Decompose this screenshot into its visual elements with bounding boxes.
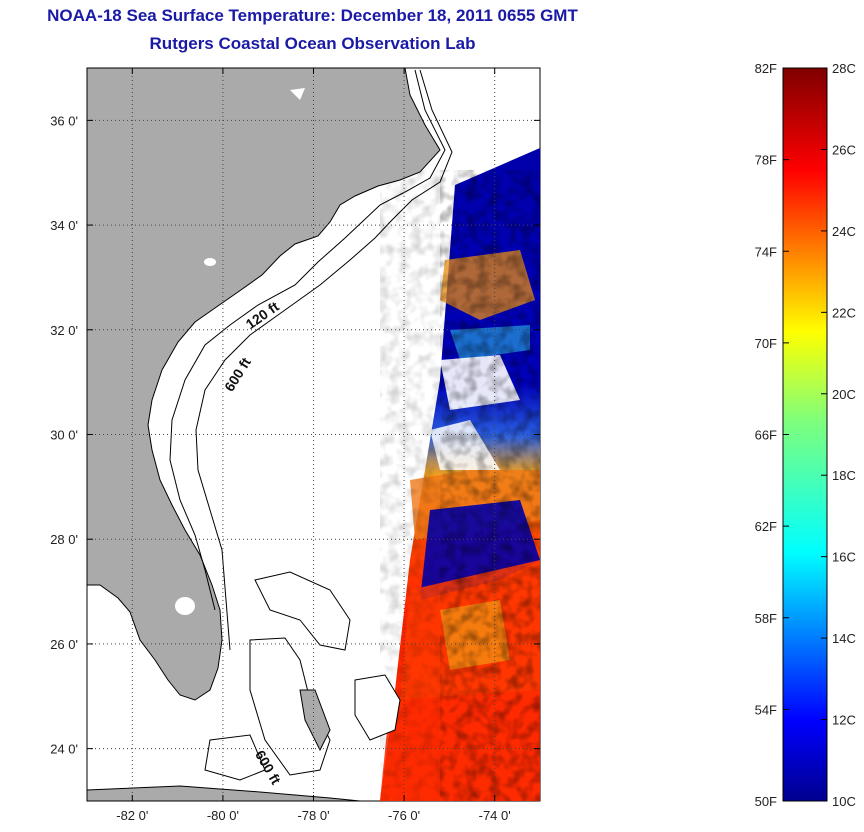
colorbar-f-label: 82F (755, 61, 777, 76)
colorbar-f-label: 54F (755, 702, 777, 717)
y-tick-label: 32 0' (50, 323, 78, 338)
longitude-ticks: -82 0' -80 0' -78 0' -76 0' -74 0' (116, 68, 511, 823)
map-subtitle: Rutgers Coastal Ocean Observation Lab (149, 34, 476, 53)
colorbar-gradient (782, 67, 828, 802)
x-tick-label: -82 0' (116, 808, 148, 823)
colorbar-fahrenheit-labels: 82F 78F 74F 70F 66F 62F 58F 54F 50F (755, 61, 789, 809)
cay-sal-bank (204, 734, 266, 781)
y-tick-label: 28 0' (50, 532, 78, 547)
colorbar-c-label: 16C (832, 550, 856, 565)
bahamas-bank (249, 637, 331, 776)
colorbar-f-label: 58F (755, 611, 777, 626)
colorbar-c-label: 20C (832, 387, 856, 402)
us-landmass (87, 68, 441, 701)
y-tick-label: 34 0' (50, 218, 78, 233)
colorbar-f-label: 50F (755, 794, 777, 809)
cuba (87, 785, 361, 801)
y-tick-label: 36 0' (50, 113, 78, 128)
x-tick-label: -80 0' (207, 808, 239, 823)
colorbar-c-label: 26C (832, 142, 856, 157)
x-tick-label: -78 0' (297, 808, 329, 823)
lake (290, 88, 305, 100)
contour-120ft (169, 69, 446, 611)
contour-600ft (195, 69, 453, 651)
latitude-ticks: 24 0' 26 0' 28 0' 30 0' 32 0' 34 0' 36 0' (50, 113, 540, 757)
y-tick-label: 26 0' (50, 637, 78, 652)
eleuthera-bank (354, 674, 401, 741)
sst-swath (380, 148, 540, 801)
colorbar-c-label: 10C (832, 794, 856, 809)
andros-island (299, 689, 331, 752)
x-tick-label: -74 0' (479, 808, 511, 823)
colorbar-c-label: 14C (832, 631, 856, 646)
y-tick-label: 24 0' (50, 742, 78, 757)
colorbar-c-label: 22C (832, 305, 856, 320)
colorbar-f-label: 70F (755, 336, 777, 351)
colorbar-c-label: 12C (832, 713, 856, 728)
colorbar-f-label: 74F (755, 244, 777, 259)
colorbar-f-label: 66F (755, 428, 777, 443)
map-title: NOAA-18 Sea Surface Temperature: Decembe… (47, 6, 578, 25)
colorbar-c-label: 24C (832, 224, 856, 239)
colorbar-c-label: 28C (832, 61, 856, 76)
x-tick-label: -76 0' (388, 808, 420, 823)
colorbar-celsius-labels: 28C 26C 24C 22C 20C 18C 16C 14C 12C 10C (821, 61, 856, 809)
colorbar-c-label: 18C (832, 468, 856, 483)
y-tick-label: 30 0' (50, 428, 78, 443)
colorbar-f-label: 78F (755, 153, 777, 168)
bahamas-islands (254, 571, 351, 651)
lake (204, 258, 216, 266)
colorbar-f-label: 62F (755, 519, 777, 534)
lake-okeechobee (175, 597, 195, 615)
